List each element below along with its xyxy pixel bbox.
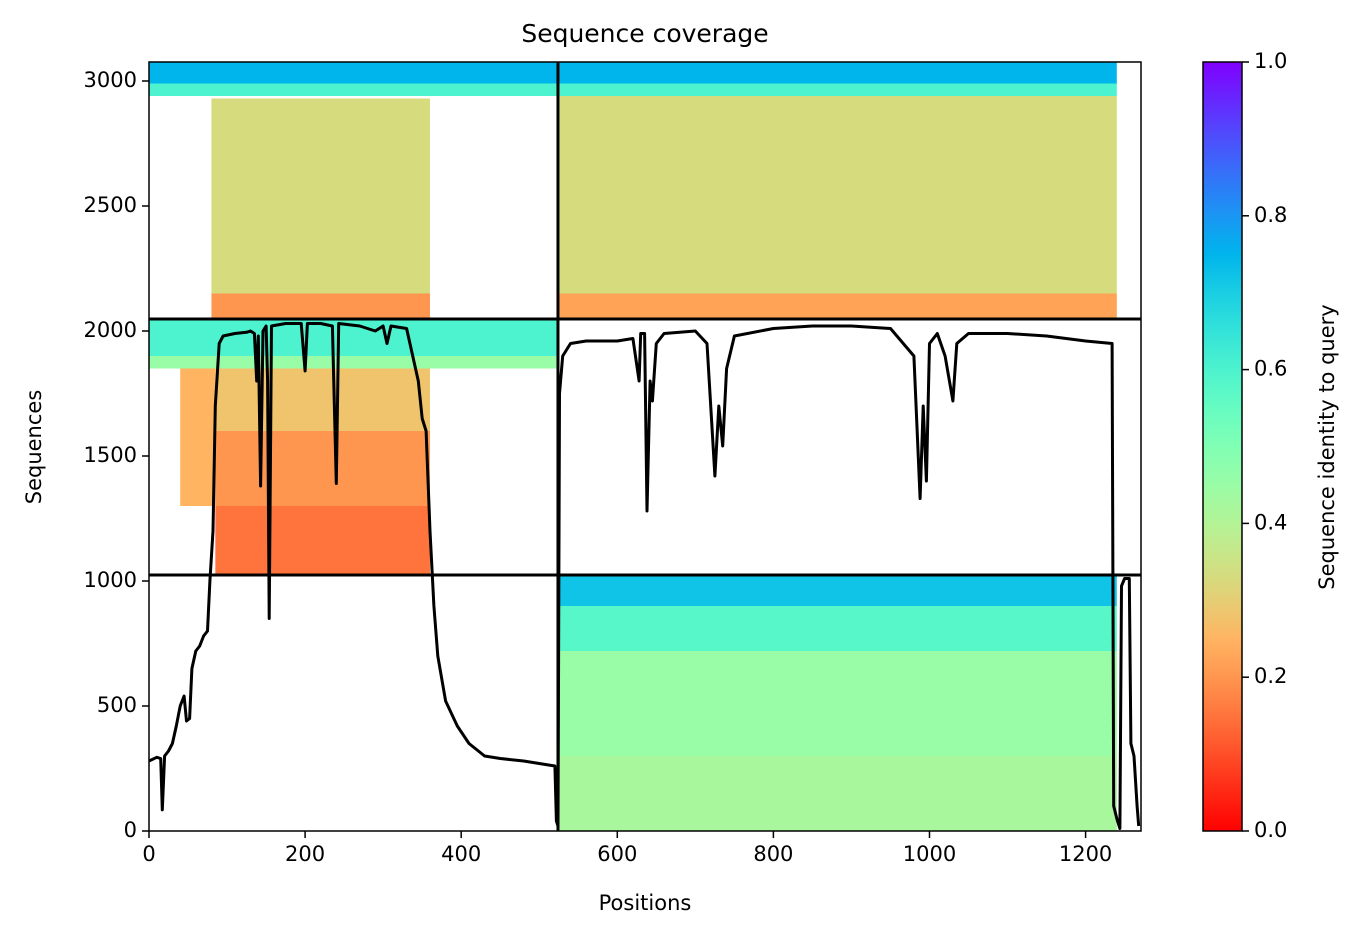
- colorbar-label: Sequence identity to query: [1315, 304, 1339, 589]
- coverage-line: [148, 322, 1141, 830]
- x-tick-label: 200: [285, 842, 325, 866]
- heatmap-cell: [557, 293, 1117, 319]
- heatmap-cell: [557, 96, 1117, 294]
- heatmap-cell: [215, 506, 430, 575]
- y-tick-label: 3000: [84, 68, 137, 92]
- plot-frame: [148, 61, 1142, 832]
- heatmap-cell: [180, 368, 216, 506]
- heatmap-cell: [149, 83, 558, 96]
- x-tick-label: 800: [753, 842, 793, 866]
- heatmap-cell: [149, 356, 558, 369]
- x-tick-label: 1200: [1059, 842, 1112, 866]
- y-tick-label: 1000: [84, 568, 137, 592]
- x-tick-label: 400: [441, 842, 481, 866]
- y-axis-label: Sequences: [22, 390, 46, 505]
- x-tick-label: 600: [597, 842, 637, 866]
- y-tick-label: 1500: [84, 443, 137, 467]
- heatmap-cell: [557, 62, 1117, 84]
- colorbar-tick-label: 0.8: [1254, 203, 1287, 227]
- y-tick-label: 2000: [84, 318, 137, 342]
- heatmap-cell: [557, 756, 1117, 831]
- y-tick-label: 500: [97, 693, 137, 717]
- heatmap-cell: [211, 98, 430, 294]
- chart-title: Sequence coverage: [521, 19, 768, 48]
- heatmap-cell: [149, 62, 558, 84]
- x-tick-label: 1000: [903, 842, 956, 866]
- y-tick-label: 2500: [84, 193, 137, 217]
- heatmap-cell: [557, 651, 1117, 756]
- colorbar-tick-label: 0.6: [1254, 357, 1287, 381]
- y-tick-label: 0: [124, 818, 137, 842]
- colorbar-tick-label: 0.0: [1254, 818, 1287, 842]
- heatmap-cell: [211, 293, 430, 319]
- heatmap-cell: [557, 575, 1117, 606]
- colorbar-tick-label: 0.4: [1254, 510, 1287, 534]
- heatmap-cell: [557, 83, 1117, 96]
- x-tick-label: 0: [142, 842, 155, 866]
- colorbar-tick-label: 0.2: [1254, 664, 1287, 688]
- heatmap-cell: [215, 368, 430, 431]
- colorbar: [1202, 61, 1243, 832]
- heatmap-cell: [557, 606, 1117, 651]
- heatmap-cell: [215, 431, 430, 506]
- colorbar-tick-label: 1.0: [1254, 49, 1287, 73]
- x-axis-label: Positions: [599, 891, 692, 915]
